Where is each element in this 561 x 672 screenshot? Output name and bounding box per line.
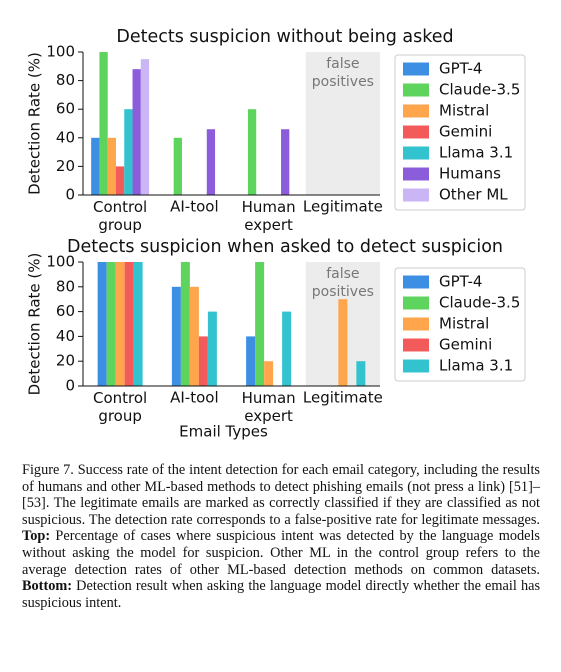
legend-swatch: [403, 188, 429, 202]
x-tick-label: Control group: [93, 389, 147, 425]
y-axis-label: Detection Rate (%): [26, 52, 44, 195]
legend-swatch: [403, 317, 429, 331]
bar: [171, 286, 181, 386]
chart-title: Detects suspicion when asked to detect s…: [67, 237, 503, 257]
shaded-region: [305, 52, 380, 195]
y-tick-label: 60: [56, 302, 75, 320]
legend-label: Mistral: [439, 315, 489, 333]
caption-heading: Bottom:: [22, 578, 73, 595]
bar: [246, 336, 256, 386]
caption-text: Figure 7. Success rate of the intent det…: [22, 462, 540, 528]
legend-swatch: [403, 104, 429, 118]
bar: [124, 109, 133, 195]
bar: [173, 137, 182, 195]
x-tick-label: Legitimate: [303, 389, 383, 407]
legend-label: Gemini: [439, 336, 492, 354]
x-tick-label: Human expert: [242, 389, 296, 425]
legend-swatch: [403, 359, 429, 373]
x-tick-label: Control group: [93, 198, 147, 234]
y-tick-label: 0: [65, 377, 75, 395]
legend-label: Mistral: [439, 102, 489, 120]
y-tick-label: 80: [56, 71, 75, 89]
legend-label: GPT-4: [439, 60, 482, 78]
bar: [281, 129, 290, 195]
bar: [132, 69, 141, 195]
bar: [338, 299, 348, 386]
y-tick-label: 0: [65, 186, 75, 204]
y-tick-label: 100: [46, 253, 75, 271]
bar: [124, 262, 134, 386]
legend-label: Gemini: [439, 123, 492, 141]
bar: [99, 52, 108, 195]
legend-swatch: [403, 296, 429, 310]
bar: [255, 262, 265, 386]
bar: [198, 336, 208, 386]
y-tick-label: 20: [56, 352, 75, 370]
bar: [189, 286, 199, 386]
bar: [207, 311, 217, 386]
legend-label: GPT-4: [439, 273, 482, 291]
bar: [97, 262, 107, 386]
bar: [180, 262, 190, 386]
y-tick-label: 60: [56, 100, 75, 118]
legend-label: Llama 3.1: [439, 144, 513, 162]
y-tick-label: 40: [56, 128, 75, 146]
legend-label: Llama 3.1: [439, 357, 513, 375]
bar: [115, 262, 125, 386]
bar: [115, 166, 125, 195]
y-axis-label: Detection Rate (%): [26, 253, 44, 396]
annotation: false positives: [312, 56, 374, 90]
legend-swatch: [403, 125, 429, 139]
legend-label: Other ML: [439, 186, 508, 204]
legend-swatch: [403, 275, 429, 289]
legend-label: Humans: [439, 165, 501, 183]
caption: Figure 7. Success rate of the intent det…: [22, 462, 540, 611]
legend-box: [394, 267, 526, 382]
legend-swatch: [403, 167, 429, 181]
y-tick-label: 100: [46, 43, 75, 61]
x-tick-label: Legitimate: [303, 198, 383, 216]
legend-label: Claude-3.5: [439, 294, 520, 312]
y-tick-label: 20: [56, 157, 75, 175]
x-tick-label: AI-tool: [170, 198, 219, 216]
x-tick-label: AI-tool: [170, 389, 219, 407]
bar: [107, 137, 116, 195]
legend-swatch: [403, 62, 429, 76]
legend-swatch: [403, 338, 429, 352]
legend-swatch: [403, 83, 429, 97]
annotation: false positives: [312, 266, 374, 300]
bar: [91, 137, 100, 195]
caption-text: Percentage of cases where suspicious int…: [22, 528, 540, 578]
caption-text: Detection result when asking the languag…: [22, 578, 541, 611]
bar: [133, 262, 143, 386]
bar: [356, 361, 366, 386]
bar: [106, 262, 116, 386]
legend-label: Claude-3.5: [439, 81, 520, 99]
x-axis-label: Email Types: [179, 423, 268, 441]
figure: false positives Detects suspicion without …: [26, 27, 526, 441]
y-tick-label: 80: [56, 277, 75, 295]
bar: [282, 311, 292, 386]
bar: [140, 59, 150, 196]
legend-swatch: [403, 146, 429, 160]
caption-heading: Top:: [22, 528, 51, 545]
bar: [264, 361, 274, 386]
bar: [206, 129, 216, 195]
x-tick-label: Human expert: [242, 198, 296, 234]
y-tick-label: 40: [56, 327, 75, 345]
chart-title: Detects suspicion without being asked: [116, 27, 453, 47]
bar: [247, 109, 257, 195]
